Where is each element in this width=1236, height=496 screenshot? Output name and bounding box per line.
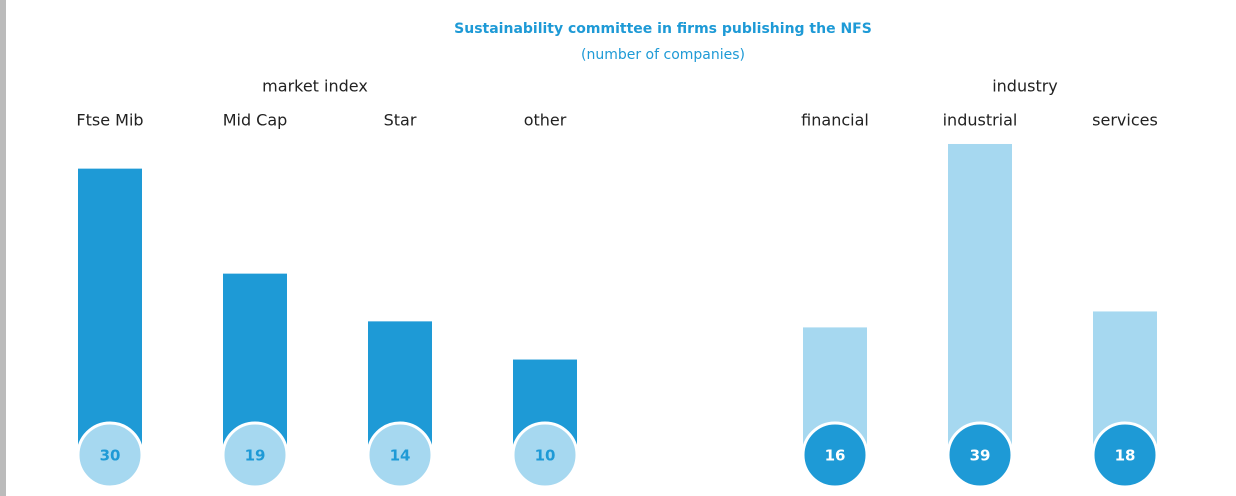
value-badge [221, 421, 289, 489]
category-label: Star [384, 111, 417, 130]
bar [78, 168, 142, 456]
value-label: 19 [245, 447, 266, 465]
value-badge [1091, 421, 1159, 489]
bar [948, 143, 1012, 455]
value-label: 39 [970, 447, 991, 465]
group-label: market index [262, 77, 368, 96]
category-label: Mid Cap [223, 111, 288, 130]
value-label: 30 [100, 447, 121, 465]
frame-edge [0, 0, 6, 496]
value-label: 10 [535, 447, 556, 465]
value-badge [366, 421, 434, 489]
value-label: 16 [825, 447, 846, 465]
category-label: industrial [943, 111, 1018, 130]
value-badge [511, 421, 579, 489]
category-label: financial [801, 111, 869, 130]
value-label: 14 [390, 447, 411, 465]
group-label: industry [992, 77, 1058, 96]
value-label: 18 [1115, 447, 1136, 465]
value-badge [946, 421, 1014, 489]
value-badge [76, 421, 144, 489]
value-badge [801, 421, 869, 489]
chart-title: Sustainability committee in firms publis… [454, 21, 872, 37]
category-label: other [524, 111, 567, 130]
chart-subtitle: (number of companies) [581, 47, 745, 63]
category-label: Ftse Mib [76, 111, 143, 130]
category-label: services [1092, 111, 1158, 130]
